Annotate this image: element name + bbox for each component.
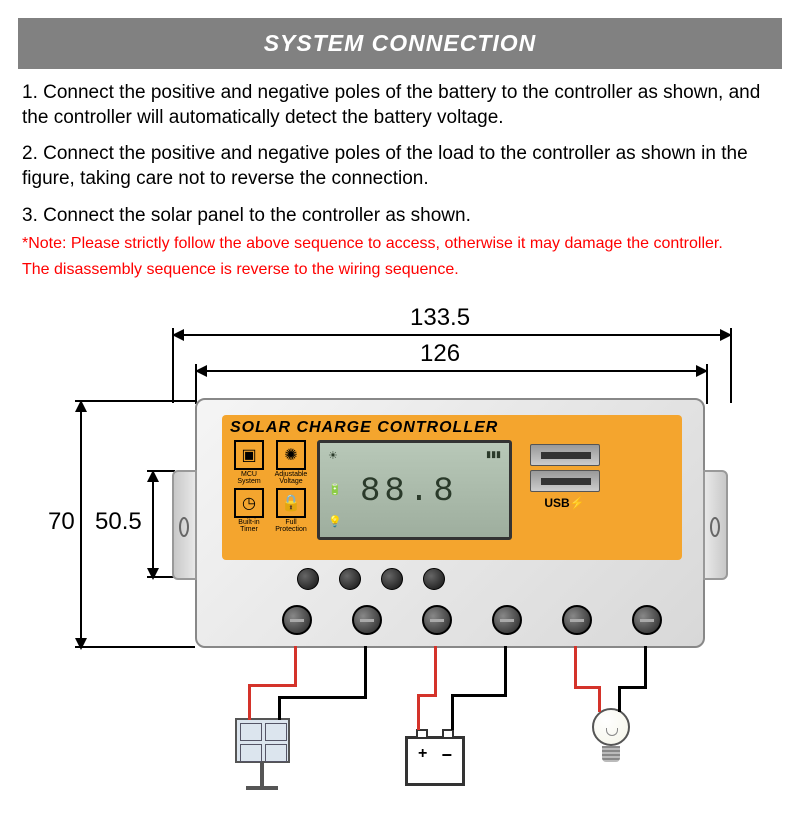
dim-ext xyxy=(75,400,195,402)
feature-icon-voltage: ✺Adjustable Voltage xyxy=(272,440,310,485)
control-button xyxy=(423,568,445,590)
usb-label: USB⚡ xyxy=(517,496,612,510)
mounting-hole-icon xyxy=(710,517,720,537)
terminal-solar-neg xyxy=(352,605,382,635)
dim-width-inner: 126 xyxy=(420,340,460,368)
wire-load-pos xyxy=(574,686,600,689)
dim-width-outer: 133.5 xyxy=(410,304,470,332)
instruction-1: 1. Connect the positive and negative pol… xyxy=(22,81,778,130)
dim-ext xyxy=(730,328,732,403)
lcd-display: ☀ 🔋 💡 88.8 ▮▮▮ xyxy=(317,440,512,540)
terminal-load-neg xyxy=(632,605,662,635)
wire-solar-neg xyxy=(364,646,367,698)
lock-icon: 🔒 xyxy=(276,488,306,518)
dim-line xyxy=(198,370,706,372)
button-row xyxy=(297,568,445,590)
clock-icon: ◷ xyxy=(234,488,264,518)
wire-solar-neg xyxy=(278,696,281,720)
dim-line xyxy=(152,473,154,577)
wire-solar-neg xyxy=(278,696,367,699)
dim-ext xyxy=(147,576,175,578)
mounting-hole-icon xyxy=(179,517,189,537)
battery-icon: + − xyxy=(405,736,465,786)
arrow-icon xyxy=(147,568,159,580)
feature-icon-mcu: ▣MCU System xyxy=(230,440,268,485)
wire-load-pos xyxy=(574,646,577,688)
wire-load-neg xyxy=(644,646,647,688)
wire-load-neg xyxy=(618,686,647,689)
control-button xyxy=(381,568,403,590)
solar-panel-icon xyxy=(235,718,290,763)
wire-batt-pos xyxy=(417,694,437,697)
feature-icon-protection: 🔒Full Protection xyxy=(272,488,310,533)
sun-icon: ☀ xyxy=(328,449,338,462)
wire-batt-pos xyxy=(417,694,420,730)
wire-solar-pos xyxy=(294,646,297,686)
dim-height-inner: 50.5 xyxy=(95,508,142,536)
wire-batt-neg xyxy=(451,694,507,697)
dim-ext xyxy=(147,470,175,472)
mounting-flange-right xyxy=(703,470,728,580)
feature-icon-timer: ◷Built-in Timer xyxy=(230,488,268,533)
wire-batt-neg xyxy=(451,694,454,730)
device-title: SOLAR CHARGE CONTROLLER xyxy=(230,419,674,437)
wire-batt-neg xyxy=(504,646,507,696)
mounting-flange-left xyxy=(172,470,197,580)
dim-ext xyxy=(706,364,708,404)
terminal-batt-neg xyxy=(492,605,522,635)
bulb-icon: 💡 xyxy=(328,515,342,528)
arrow-icon xyxy=(75,638,87,650)
wire-solar-pos xyxy=(248,684,297,687)
instruction-3: 3. Connect the solar panel to the contro… xyxy=(22,204,778,229)
dim-height-outer: 70 xyxy=(48,508,75,536)
warning-note-1: *Note: Please strictly follow the above … xyxy=(22,234,778,254)
terminal-load-pos xyxy=(562,605,592,635)
battery-icon: 🔋 xyxy=(328,483,342,496)
instruction-2: 2. Connect the positive and negative pol… xyxy=(22,142,778,191)
control-button xyxy=(339,568,361,590)
terminal-batt-pos xyxy=(422,605,452,635)
minus-icon: − xyxy=(441,745,452,766)
light-bulb-icon xyxy=(590,708,632,762)
header-banner: SYSTEM CONNECTION xyxy=(18,18,782,69)
solar-stand-icon xyxy=(260,763,264,788)
control-button xyxy=(297,568,319,590)
plus-icon: + xyxy=(418,745,427,763)
solar-base-icon xyxy=(246,786,278,790)
wire-load-neg xyxy=(618,686,621,712)
usb-port-1 xyxy=(530,444,600,466)
dim-ext xyxy=(75,646,195,648)
battery-terminal-pos-icon xyxy=(416,729,428,739)
terminal-solar-pos xyxy=(282,605,312,635)
chip-icon: ▣ xyxy=(234,440,264,470)
battery-terminal-neg-icon xyxy=(442,729,454,739)
dim-ext xyxy=(195,364,197,404)
controller-device: SOLAR CHARGE CONTROLLER ▣MCU System ✺Adj… xyxy=(195,398,705,648)
wire-load-pos xyxy=(598,686,601,712)
warning-note-2: The disassembly sequence is reverse to t… xyxy=(22,260,778,280)
usb-section: USB⚡ xyxy=(517,440,612,510)
connection-diagram: 133.5 126 70 50.5 SOLAR CHARGE CONTROLLE… xyxy=(0,308,800,808)
dim-line xyxy=(175,334,730,336)
gear-icon: ✺ xyxy=(276,440,306,470)
usb-port-2 xyxy=(530,470,600,492)
device-faceplate: SOLAR CHARGE CONTROLLER ▣MCU System ✺Adj… xyxy=(222,415,682,560)
terminal-row xyxy=(282,605,662,635)
wire-batt-pos xyxy=(434,646,437,696)
dim-ext xyxy=(172,328,174,403)
dim-line xyxy=(80,403,82,647)
wire-solar-pos xyxy=(248,684,251,720)
